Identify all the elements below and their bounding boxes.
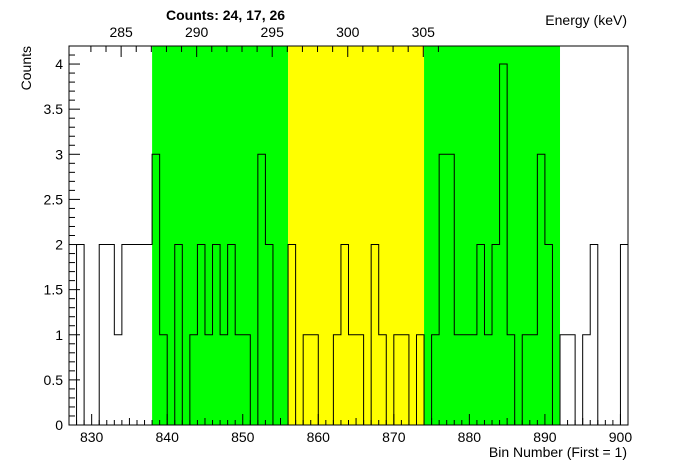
y-axis-label: Counts [18,46,34,90]
x-tick-label: 900 [609,429,633,445]
x-tick-label: 840 [156,429,180,445]
y-tick-label: 3.5 [44,101,64,117]
chart-title: Counts: 24, 17, 26 [166,7,285,23]
y-tick-label: 0 [55,417,63,433]
region-1 [152,46,289,425]
y-tick-label: 2 [55,237,63,253]
top-energy-axis: 285 290 295 300 305 [90,24,439,57]
highlight-regions [152,46,561,425]
x-tick-label: 860 [307,429,331,445]
y-tick-label: 4 [55,56,63,72]
x-tick-label: 850 [231,429,255,445]
y-tick-label: 1 [55,327,63,343]
left-axis: 0 0.5 1 1.5 2 2.5 3 3.5 4 [44,45,80,433]
top-tick-label: 300 [336,24,360,40]
y-tick-label: 1.5 [44,282,64,298]
x-axis-label: Bin Number (First = 1) [489,444,627,460]
x-tick-label: 830 [80,429,104,445]
y-tick-label: 3 [55,146,63,162]
bottom-axis: 830 840 850 860 870 880 890 900 [68,414,633,445]
top-axis-label: Energy (keV) [545,12,627,28]
top-tick-label: 285 [109,24,133,40]
top-tick-label: 295 [261,24,285,40]
y-tick-label: 2.5 [44,191,64,207]
top-tick-label: 305 [412,24,436,40]
x-tick-label: 890 [533,429,557,445]
top-tick-label: 290 [185,24,209,40]
x-tick-label: 870 [382,429,406,445]
region-2 [288,46,425,425]
y-tick-label: 0.5 [44,372,64,388]
region-3 [424,46,561,425]
x-tick-label: 880 [458,429,482,445]
